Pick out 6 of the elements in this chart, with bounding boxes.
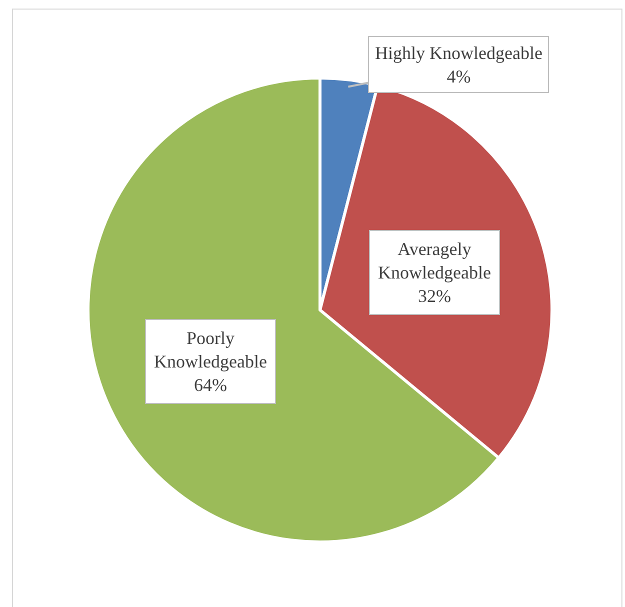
slice-label: Poorly Knowledgeable xyxy=(154,328,267,372)
data-label: 64% xyxy=(194,374,227,395)
data-label: 4% xyxy=(446,66,471,86)
slice-label: Averagely Knowledgeable xyxy=(378,239,491,282)
slice-label: Highly Knowledgeable xyxy=(375,43,542,63)
data-label: 32% xyxy=(418,286,451,306)
